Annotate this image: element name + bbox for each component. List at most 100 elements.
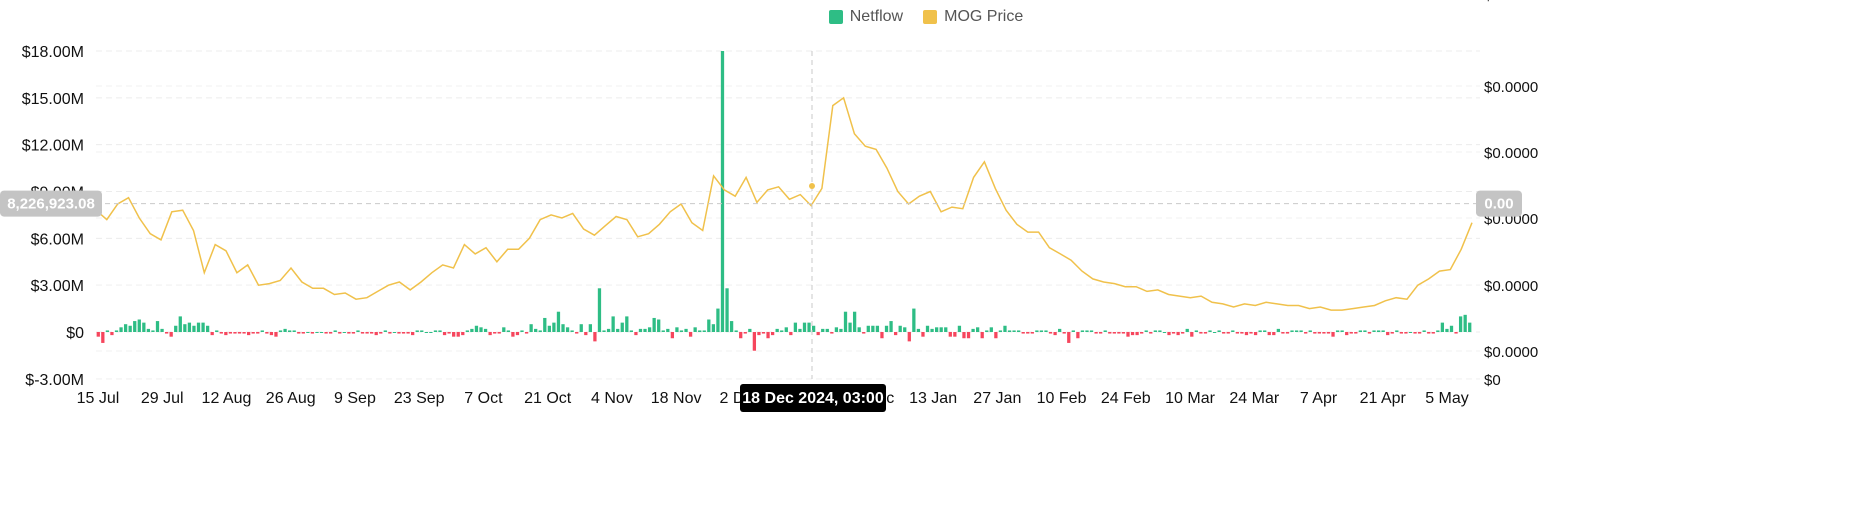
netflow-bar <box>415 330 419 332</box>
netflow-bar <box>1062 332 1066 334</box>
netflow-bar <box>333 330 337 332</box>
netflow-bar <box>716 308 720 332</box>
netflow-bar <box>1158 330 1162 332</box>
netflow-bar <box>1299 330 1303 332</box>
netflow-bar <box>1431 332 1435 334</box>
netflow-bar <box>479 327 483 332</box>
netflow-bar <box>570 330 574 332</box>
netflow-bar <box>397 332 401 334</box>
netflow-bar <box>1244 332 1249 336</box>
netflow-bar <box>657 319 661 332</box>
netflow-bar <box>242 332 246 334</box>
x-axis-ticks: 15 Jul 29 Jul 12 Aug 26 Aug 9 Sep 23 Sep 7 Oct… <box>77 390 1469 407</box>
netflow-bar <box>1235 332 1239 334</box>
netflow-bar <box>515 332 520 336</box>
netflow-bar <box>597 288 602 332</box>
netflow-bar <box>1149 332 1153 334</box>
legend-item-netflow[interactable]: Netflow <box>828 8 903 26</box>
netflow-bar <box>1212 332 1217 333</box>
netflow-bar <box>884 325 889 332</box>
netflow-bar <box>1007 330 1012 332</box>
netflow-bar <box>1021 332 1025 334</box>
netflow-bar <box>743 332 747 334</box>
netflow-bar <box>652 317 656 332</box>
netflow-bar <box>1436 330 1440 332</box>
netflow-bar <box>1422 330 1426 332</box>
netflow-bar <box>338 332 342 334</box>
netflow-bar <box>830 332 834 334</box>
netflow-bar <box>224 332 228 336</box>
netflow-bar <box>647 327 652 332</box>
netflow-bar <box>556 311 561 332</box>
netflow-bar <box>848 322 852 332</box>
x-tick-label: 9 Sep <box>334 390 376 407</box>
netflow-bar <box>898 325 902 332</box>
netflow-bar <box>980 332 984 339</box>
netflow-bar <box>620 322 624 332</box>
netflow-bar <box>679 330 684 332</box>
netflow-bar <box>1208 330 1212 332</box>
netflow-bar <box>474 325 479 332</box>
crosshair-left-badge: 8,226,923.08 <box>0 190 102 217</box>
netflow-bar <box>547 325 551 332</box>
netflow-bar <box>1376 330 1381 332</box>
date-tooltip-label: 18 Dec 2024, 03:00 <box>742 390 884 407</box>
netflow-bar <box>880 332 884 339</box>
netflow-bar <box>748 328 752 332</box>
legend-item-price[interactable]: MOG Price <box>923 8 1023 26</box>
left-axis-ticks: $18.00M$15.00M$12.00M$9.00M$6.00M$3.00M$… <box>22 44 84 389</box>
netflow-bar <box>470 328 474 332</box>
netflow-bar <box>1358 330 1363 332</box>
netflow-bar <box>465 330 469 332</box>
netflow-bar <box>1130 332 1135 336</box>
netflow-bar <box>1363 330 1367 332</box>
netflow-bar <box>1185 328 1189 332</box>
netflow-bar <box>752 332 757 351</box>
netflow-bar <box>1112 332 1116 334</box>
netflow-bar <box>994 332 998 339</box>
netflow-bar <box>251 332 255 334</box>
netflow-bar <box>1144 330 1148 332</box>
netflow-bar <box>538 330 542 332</box>
netflow-bar <box>588 324 592 332</box>
netflow-bar <box>802 322 807 332</box>
netflow-bar <box>761 332 766 334</box>
netflow-bar <box>105 330 110 332</box>
netflow-bar <box>329 332 333 334</box>
netflow-bar <box>1071 330 1075 332</box>
netflow-bar <box>420 330 424 332</box>
netflow-bar <box>1190 332 1194 337</box>
netflow-bar <box>1367 332 1372 334</box>
netflow-bar <box>711 324 716 332</box>
netflow-bar <box>912 308 916 332</box>
netflow-bar <box>101 332 105 343</box>
netflow-bar <box>1313 332 1317 334</box>
x-tick-label: 5 May <box>1425 390 1469 407</box>
netflow-bar <box>1076 332 1080 339</box>
netflow-bar <box>1017 330 1021 332</box>
netflow-bar <box>1281 332 1285 334</box>
netflow-bar <box>625 316 629 332</box>
netflow-bar <box>447 332 451 334</box>
netflow-bar <box>461 332 465 336</box>
netflow-bar <box>1304 332 1308 334</box>
netflow-bar <box>1085 330 1089 332</box>
netflow-bar <box>1171 332 1176 334</box>
netflow-bar <box>816 332 820 336</box>
x-tick-label: 4 Nov <box>591 390 633 407</box>
netflow-bar <box>1003 325 1007 332</box>
x-tick-label: 29 Jul <box>141 390 184 407</box>
netflow-bar <box>1108 332 1112 334</box>
netflow-bar <box>1099 332 1103 334</box>
netflow-bar <box>784 327 788 332</box>
netflow-bar <box>1044 330 1048 332</box>
netflow-bar <box>611 316 615 332</box>
netflow-bar <box>1012 330 1016 332</box>
netflow-bar <box>1167 332 1171 336</box>
netflow-bar <box>734 330 738 332</box>
netflow-bar <box>675 327 679 332</box>
netflow-bar <box>1240 332 1244 334</box>
netflow-bar <box>857 327 861 332</box>
netflow-bar <box>789 332 793 336</box>
